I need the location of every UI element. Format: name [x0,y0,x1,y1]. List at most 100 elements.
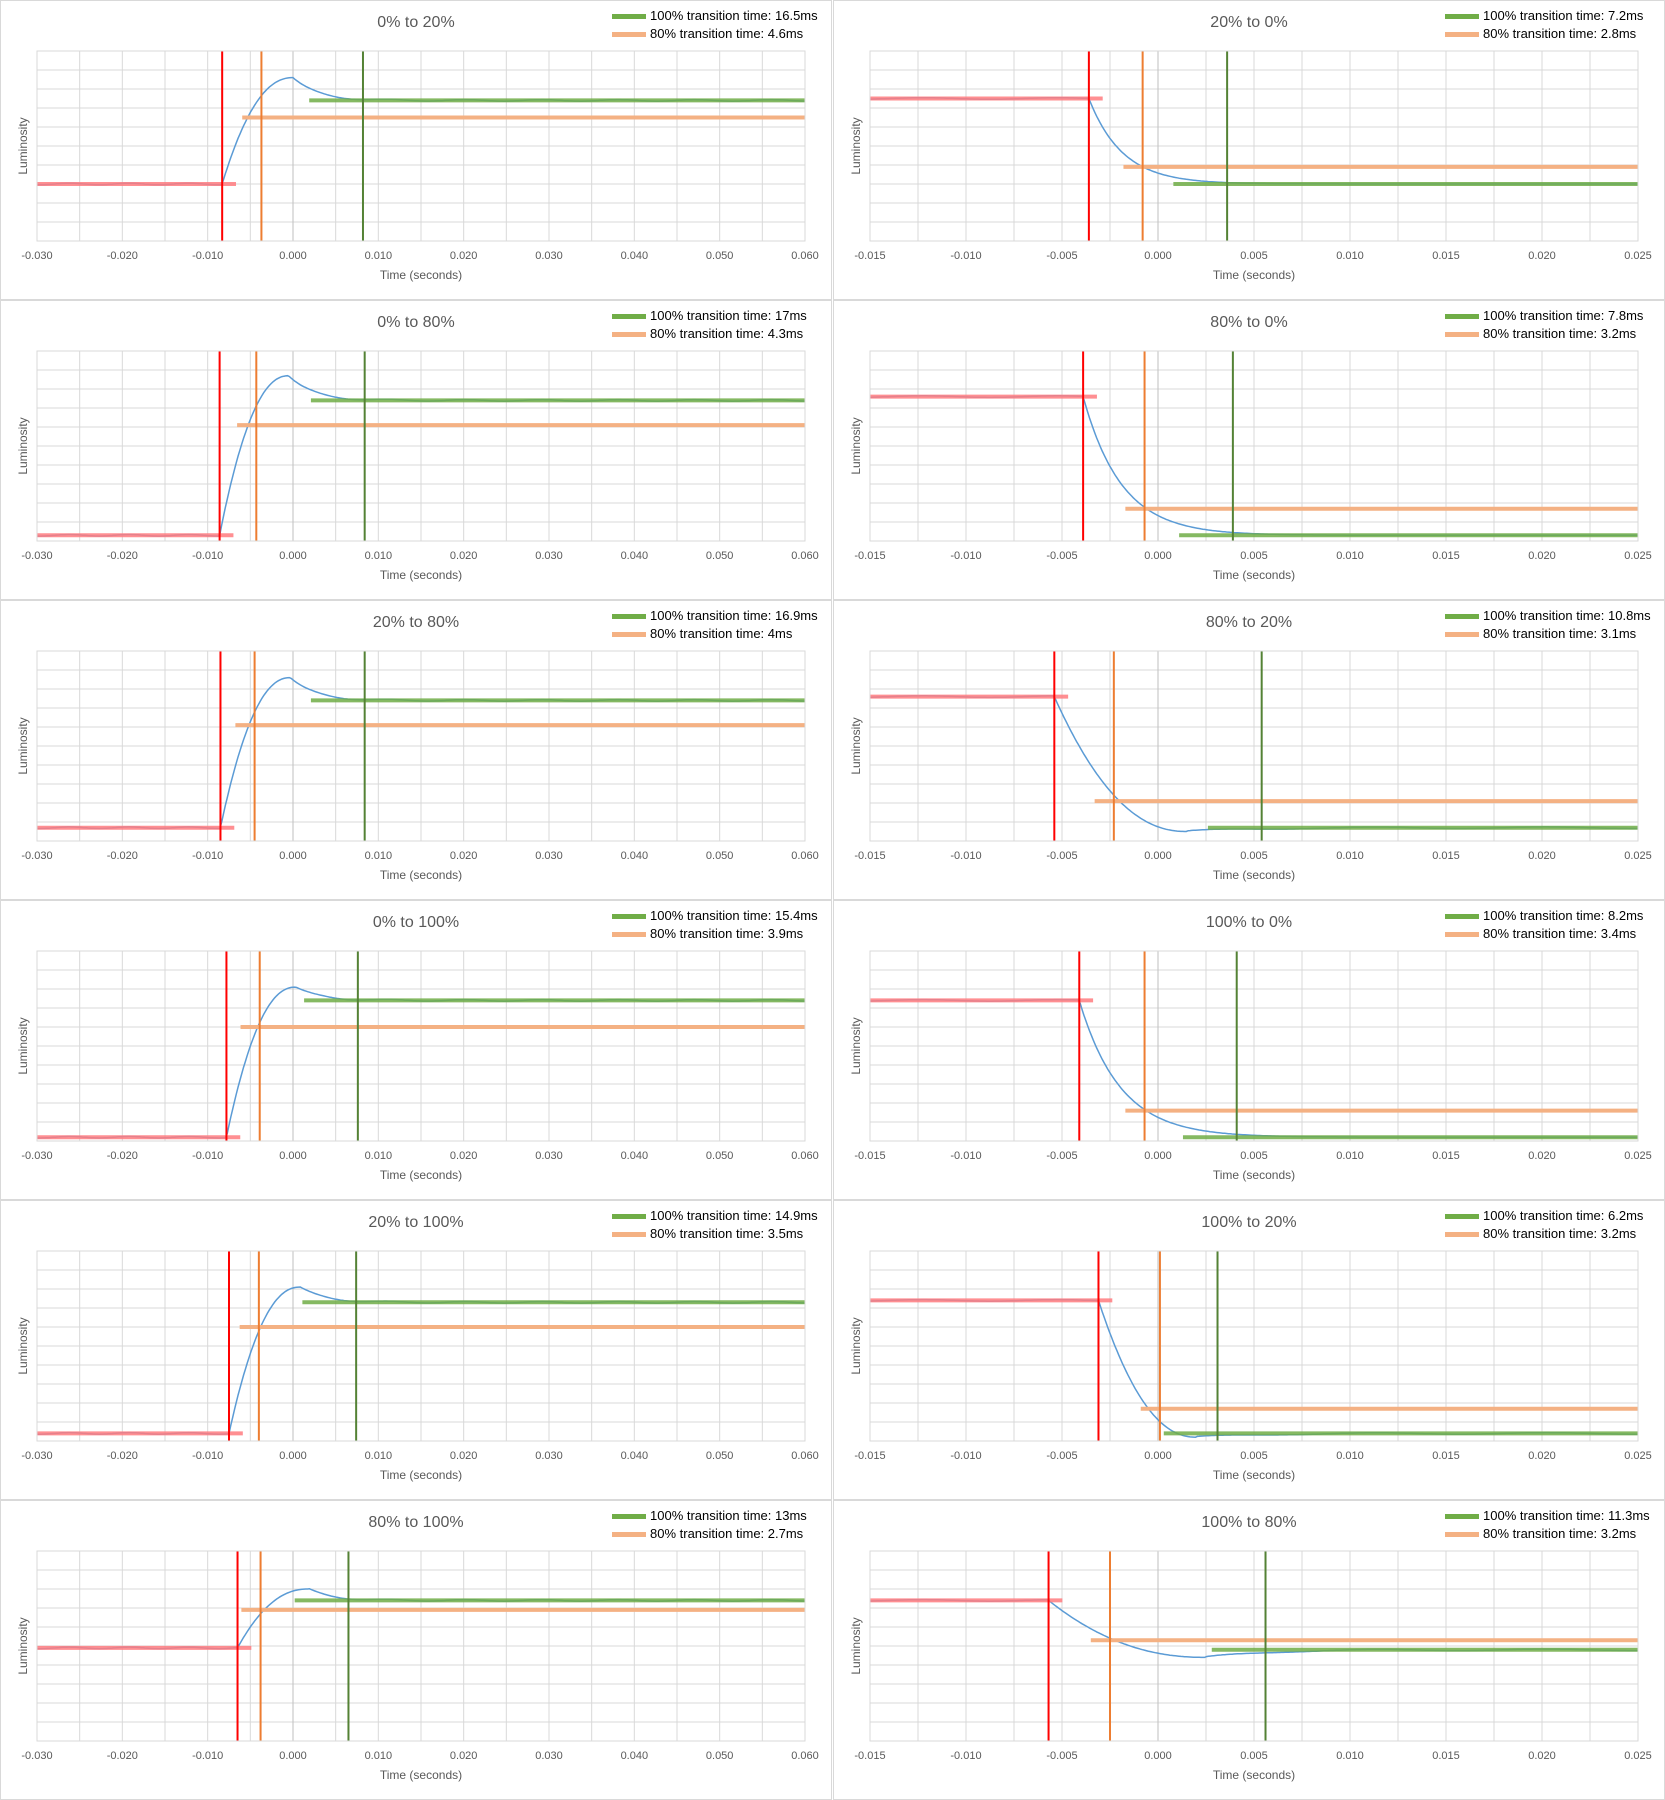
chart-title: 80% to 0% [1210,314,1288,331]
y-axis-title: Luminosity [16,117,30,174]
x-tick-label: 0.010 [365,1450,393,1462]
x-tick-label: -0.015 [854,850,885,862]
chart-title: 0% to 20% [377,14,455,31]
legend-swatch-green [612,913,646,919]
chart-panel: 80% to 20% 100% transition time: 10.8ms 80… [833,600,1665,900]
x-axis-title: Time (seconds) [380,268,462,282]
x-tick-label: 0.020 [450,250,478,262]
x-tick-label: 0.015 [1432,250,1460,262]
x-tick-label: 0.060 [791,1450,819,1462]
x-tick-label: -0.015 [854,1750,885,1762]
x-tick-label: 0.040 [621,250,649,262]
x-tick-label: -0.030 [21,1450,52,1462]
chart-panel: 100% to 20% 100% transition time: 6.2ms 80… [833,1200,1665,1500]
x-tick-label: 0.060 [791,1150,819,1162]
legend-swatch-orange [612,331,646,337]
x-tick-label: 0.005 [1240,1150,1268,1162]
x-tick-label: 0.010 [365,550,393,562]
x-tick-label: 0.040 [621,1450,649,1462]
y-axis-title: Luminosity [849,1617,863,1674]
x-tick-label: -0.005 [1046,1150,1077,1162]
x-axis-title: Time (seconds) [1213,868,1295,882]
chart-title: 80% to 100% [368,1514,464,1531]
x-tick-label: 0.025 [1624,850,1652,862]
x-tick-label: 0.010 [365,250,393,262]
legend-label: 80% transition time: 3.4ms [1483,926,1637,941]
plot-border [869,950,1639,1142]
legend-label: 100% transition time: 11.3ms [1483,1508,1650,1523]
legend-label: 80% transition time: 4.6ms [650,26,804,41]
legend-label: 100% transition time: 16.9ms [650,608,818,623]
legend-entry: 80% transition time: 3.1ms [1445,625,1651,643]
chart-legend: 100% transition time: 7.8ms 80% transitio… [1445,307,1643,343]
x-tick-label: 0.060 [791,250,819,262]
x-tick-label: -0.010 [192,850,223,862]
x-tick-label: -0.020 [107,850,138,862]
chart-title: 100% to 20% [1201,1214,1297,1231]
chart-panel: 100% to 80% 100% transition time: 11.3ms 8… [833,1500,1665,1800]
chart-svg: -0.015 -0.010 -0.005 0.000 0.005 0.010 0.015 0.… [849,50,1652,282]
x-axis-title: Time (seconds) [1213,1768,1295,1782]
x-tick-label: 0.020 [1528,250,1556,262]
x-tick-label: -0.010 [192,550,223,562]
legend-label: 80% transition time: 3.1ms [1483,626,1637,641]
legend-entry: 100% transition time: 8.2ms [1445,907,1643,925]
x-tick-label: 0.010 [1336,1150,1364,1162]
chart-panel: 20% to 100% 100% transition time: 14.9ms 8… [0,1200,832,1500]
plot-border [869,1550,1639,1742]
x-tick-label: 0.050 [706,550,734,562]
x-tick-label: -0.015 [854,550,885,562]
x-tick-label: -0.010 [192,1750,223,1762]
legend-label: 100% transition time: 6.2ms [1483,1208,1644,1223]
x-tick-label: 0.025 [1624,1750,1652,1762]
x-tick-label: 0.005 [1240,1450,1268,1462]
legend-swatch-green [1445,313,1479,319]
x-tick-label: 0.010 [1336,1750,1364,1762]
y-axis-title: Luminosity [849,1017,863,1074]
legend-swatch-green [612,13,646,19]
legend-swatch-orange [612,931,646,937]
legend-entry: 80% transition time: 4.3ms [612,325,807,343]
chart-panel: 0% to 20% 100% transition time: 16.5ms 80%… [0,0,832,300]
legend-entry: 80% transition time: 4.6ms [612,25,818,43]
x-tick-label: 0.020 [450,1450,478,1462]
x-tick-label: -0.030 [21,850,52,862]
x-tick-label: 0.060 [791,1750,819,1762]
chart-panel: 100% to 0% 100% transition time: 8.2ms 80%… [833,900,1665,1200]
legend-entry: 100% transition time: 10.8ms [1445,607,1651,625]
chart-title: 0% to 80% [377,314,455,331]
legend-label: 100% transition time: 7.2ms [1483,8,1644,23]
x-tick-label: -0.030 [21,250,52,262]
x-tick-label: 0.030 [535,550,563,562]
x-tick-label: -0.020 [107,1150,138,1162]
chart-svg: -0.030 -0.020 -0.010 0.000 0.010 0.020 0.030 0.… [16,650,819,882]
x-axis-title: Time (seconds) [380,1168,462,1182]
legend-swatch-orange [1445,1531,1479,1537]
legend-entry: 80% transition time: 3.2ms [1445,1525,1650,1543]
x-tick-label: -0.010 [192,1450,223,1462]
x-tick-label: 0.020 [1528,850,1556,862]
x-tick-label: 0.025 [1624,1150,1652,1162]
x-tick-label: 0.040 [621,850,649,862]
x-tick-label: 0.040 [621,1150,649,1162]
x-axis-title: Time (seconds) [1213,1168,1295,1182]
chart-svg: -0.030 -0.020 -0.010 0.000 0.010 0.020 0.030 0.… [16,1250,819,1482]
legend-label: 100% transition time: 16.5ms [650,8,818,23]
x-tick-label: -0.010 [192,1150,223,1162]
x-tick-label: 0.060 [791,550,819,562]
x-tick-label: 0.025 [1624,1450,1652,1462]
chart-svg: -0.015 -0.010 -0.005 0.000 0.005 0.010 0.015 0.… [849,1250,1652,1482]
x-tick-label: 0.050 [706,250,734,262]
chart-legend: 100% transition time: 11.3ms 80% transiti… [1445,1507,1650,1543]
x-tick-label: 0.000 [279,1150,307,1162]
x-tick-label: -0.010 [950,250,981,262]
legend-label: 100% transition time: 7.8ms [1483,308,1644,323]
legend-label: 80% transition time: 3.2ms [1483,1226,1637,1241]
x-tick-label: -0.005 [1046,1450,1077,1462]
chart-legend: 100% transition time: 16.5ms 80% transiti… [612,7,818,43]
legend-entry: 100% transition time: 14.9ms [612,1207,818,1225]
plot-border [36,650,806,842]
x-tick-label: 0.050 [706,1150,734,1162]
plot-border [36,1250,806,1442]
chart-svg: -0.015 -0.010 -0.005 0.000 0.005 0.010 0.015 0.… [849,350,1652,582]
